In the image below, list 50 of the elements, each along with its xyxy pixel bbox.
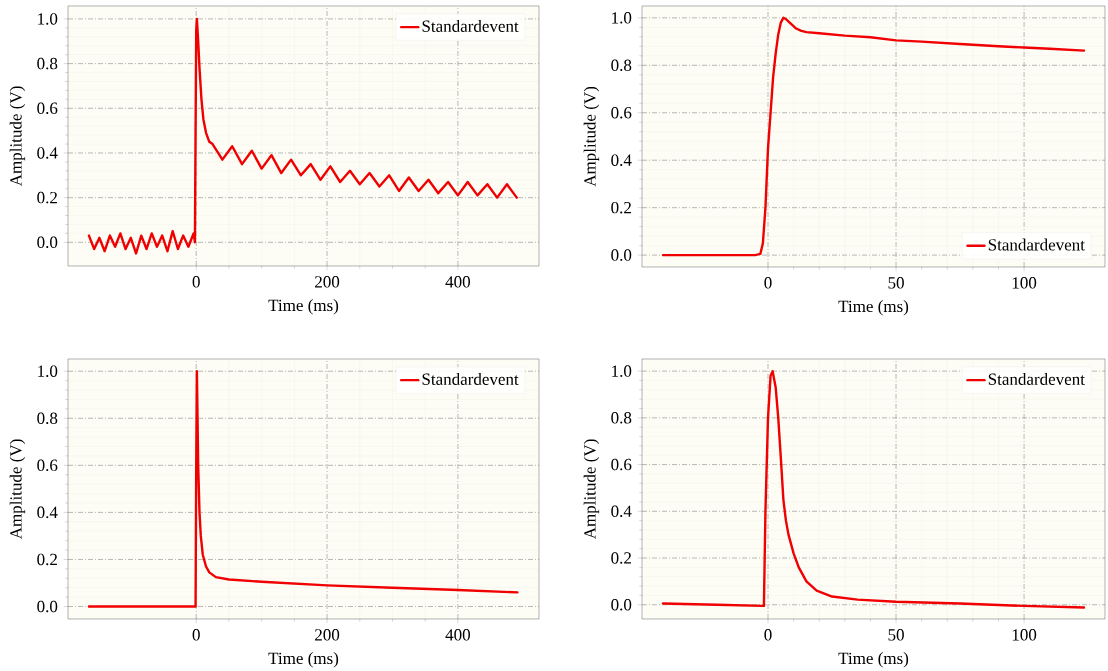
x-axis-title: Time (ms) <box>268 652 339 668</box>
y-tick-label: 0.4 <box>37 506 58 519</box>
y-tick-label: 1.0 <box>38 365 58 377</box>
y-axis-title: Amplitude (V) <box>583 439 600 540</box>
legend-label: Standardevent <box>422 19 519 32</box>
y-tick-label: 0.0 <box>611 249 632 261</box>
y-axis-title: Amplitude (V) <box>9 439 26 540</box>
y-tick-label: 0.2 <box>611 201 631 214</box>
x-tick-label: 0 <box>764 277 772 289</box>
legend-label: Standardevent <box>422 372 519 385</box>
legend-label: Standardevent <box>988 372 1085 385</box>
x-tick-label: 50 <box>888 277 904 289</box>
x-tick-label: 400 <box>445 629 470 641</box>
y-tick-label: 0.8 <box>611 59 632 72</box>
x-axis-title: Time (ms) <box>838 652 909 668</box>
y-tick-label: 1.0 <box>612 12 632 24</box>
y-tick-label: 0.2 <box>37 553 57 566</box>
y-tick-label: 0.8 <box>611 412 632 424</box>
y-tick-label: 1.0 <box>38 13 58 25</box>
y-tick-label: 0.2 <box>611 552 631 564</box>
legend-label: Standardevent <box>988 238 1085 251</box>
y-tick-label: 0.6 <box>611 458 632 471</box>
y-tick-label: 0.4 <box>611 505 632 518</box>
y-tick-label: 0.4 <box>37 147 58 159</box>
y-tick-label: 0.6 <box>37 102 58 115</box>
y-tick-label: 0.6 <box>37 459 58 472</box>
line-series <box>87 17 518 255</box>
x-tick-label: 200 <box>315 276 340 288</box>
x-tick-label: 0 <box>764 629 772 641</box>
y-tick-label: 0.0 <box>611 598 632 611</box>
x-tick-label: 200 <box>315 629 340 641</box>
x-tick-label: 0 <box>192 629 200 641</box>
x-tick-label: 100 <box>1012 277 1037 289</box>
x-tick-label: 50 <box>888 629 904 641</box>
y-tick-label: 0.8 <box>37 412 58 425</box>
x-axis-title: Time (ms) <box>268 299 339 315</box>
y-tick-label: 0.8 <box>37 57 58 70</box>
y-tick-label: 0.6 <box>611 106 632 119</box>
line-series <box>661 369 1086 609</box>
y-axis-title: Amplitude (V) <box>9 86 26 187</box>
y-tick-label: 0.0 <box>37 600 58 613</box>
x-tick-label: 400 <box>445 276 470 288</box>
y-tick-label: 0.0 <box>37 236 58 249</box>
y-tick-label: 0.4 <box>611 154 632 166</box>
x-axis-title: Time (ms) <box>838 300 909 316</box>
y-tick-label: 0.2 <box>37 191 57 204</box>
y-tick-label: 1.0 <box>612 365 632 377</box>
y-axis-title: Amplitude (V) <box>583 86 600 187</box>
x-tick-label: 100 <box>1012 629 1037 641</box>
x-tick-label: 0 <box>192 276 200 288</box>
